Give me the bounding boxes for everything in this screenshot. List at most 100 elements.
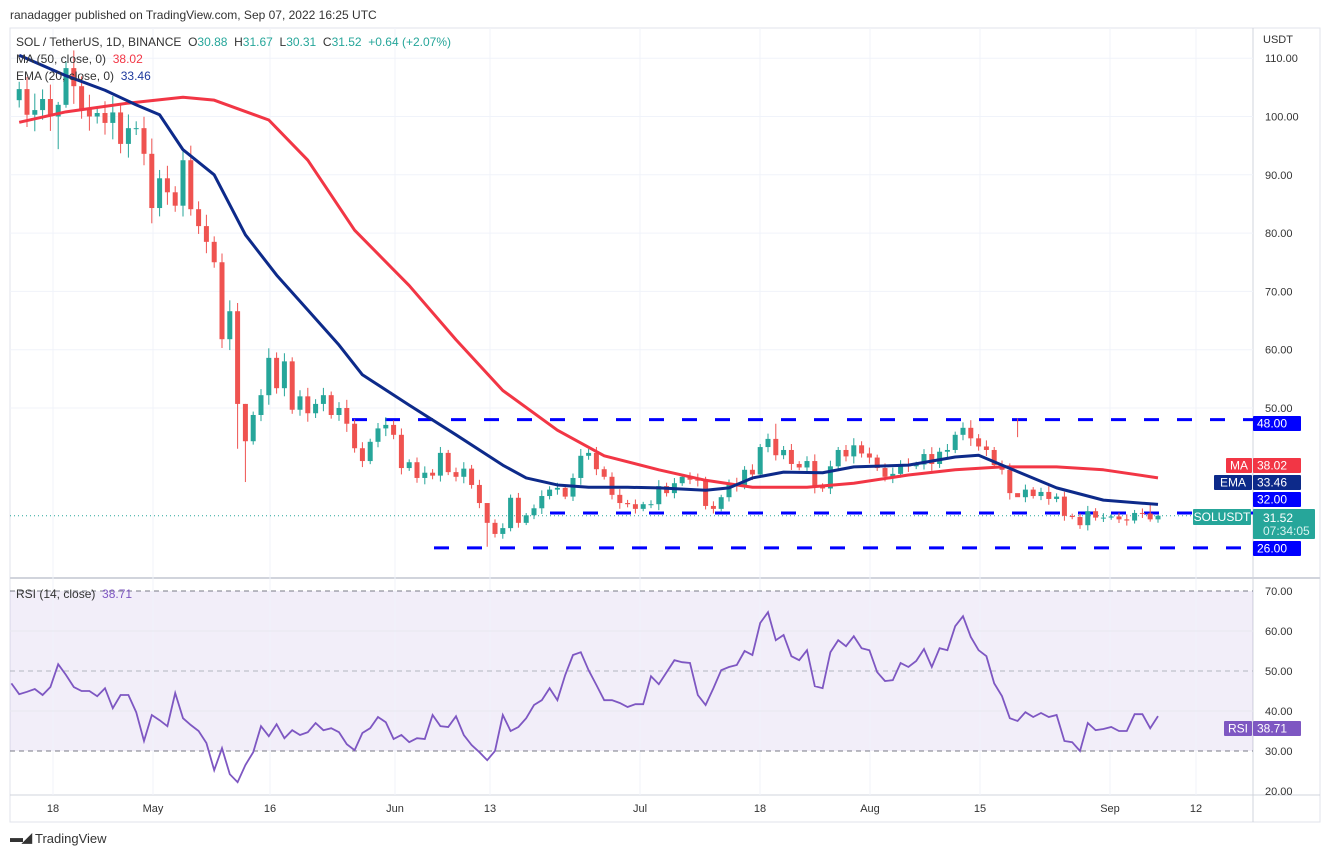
high-label: H [234,35,243,49]
candle-down [1030,489,1036,497]
candle-up [742,469,748,486]
rsi-value: 38.71 [102,587,133,601]
candle-up [32,110,38,115]
last-price: 31.52 [1263,511,1293,525]
candle-down [414,462,420,478]
candle-up [461,468,467,477]
candle-down [188,160,194,210]
candle-up [133,128,139,130]
candle-down [1124,519,1130,521]
ema-value: 33.46 [120,69,151,83]
candle-down [1046,491,1052,499]
candle-up [804,461,810,468]
candle-down [79,86,85,109]
candle-up [500,528,506,534]
candle-up [835,449,841,467]
chart-frame [9,27,1321,823]
candle-up [16,89,22,101]
ema-price-badge-bg [1253,475,1301,490]
candle-down [289,361,295,410]
symbol-name[interactable]: SOL / TetherUS, 1D, BINANCE [16,35,182,49]
ema-legend[interactable]: EMA (20, close, 0) 33.46 [16,69,151,83]
ma-legend[interactable]: MA (50, close, 0) 38.02 [16,52,143,66]
candle-up [921,454,927,465]
candle-down [593,452,599,470]
candle-down [359,448,365,462]
candle-up [281,361,287,389]
level-32-badge-bg [1253,492,1301,507]
candle-up [297,396,303,410]
ema-tag-bg [1214,475,1252,490]
candle-down [391,424,397,435]
time-tick-label: Jul [633,803,647,815]
candle-up [1054,496,1060,499]
candle-up [937,451,943,464]
time-tick-label: 15 [974,803,986,815]
candle-down [430,472,436,476]
candle-up [718,497,724,509]
candle-up [648,504,654,506]
close-value: 31.52 [331,35,362,49]
candle-up [406,462,412,469]
candle-down [1061,496,1067,516]
candle-up [952,434,958,450]
time-tick-label: 18 [47,803,59,815]
time-tick-label: 18 [754,803,766,815]
candle-down [211,241,217,263]
candle-up [40,99,46,111]
candle-up [890,473,896,477]
candle-down [164,178,170,193]
level-48-badge-bg [1253,416,1301,431]
candle-up [523,515,529,523]
tradingview-footer[interactable]: ▬◢ TradingView [10,830,107,846]
price-tick-label: 50.00 [1265,403,1293,415]
candle-down [788,449,794,464]
ma-price-badge: 38.02 [1257,459,1287,473]
symbol-tag: SOLUSDT [1194,510,1251,524]
candle-down [172,192,178,206]
candle-up [1022,489,1028,498]
ma-label: MA (50, close, 0) [16,52,107,66]
candle-down [796,463,802,468]
candle-down [305,396,311,414]
rsi-tick-label: 50.00 [1265,666,1293,678]
candle-down [352,423,358,449]
candle-up [383,424,389,429]
candle-down [1093,511,1099,518]
rsi-label: RSI (14, close) [16,587,96,601]
candle-up [898,463,904,474]
candle-up [422,472,428,478]
candle-down [492,522,498,534]
ema-tag: EMA [1220,476,1246,490]
candle-up [913,464,919,467]
candle-down [562,487,568,497]
price-tick-label: 70.00 [1265,286,1293,298]
candle-down [601,469,607,477]
ma-tag-bg [1226,458,1252,473]
rsi-tag: RSI [1228,722,1248,736]
candle-down [515,497,521,523]
rsi-tick-label: 40.00 [1265,706,1293,718]
candle-down [398,434,404,469]
candle-down [1015,493,1021,498]
ma-price-badge-bg [1253,458,1301,473]
candle-down [1069,515,1075,518]
candle-down [118,112,124,144]
close-label: C [322,35,332,49]
candle-up [554,487,560,490]
candle-up [726,483,732,498]
last-price-badge-bg [1253,509,1315,539]
candle-up [266,357,272,396]
rsi-legend[interactable]: RSI (14, close) 38.71 [16,587,132,601]
candle-up [313,403,319,414]
candle-up [1038,491,1044,497]
candle-down [242,403,248,442]
candle-up [367,441,373,462]
candle-down [632,504,638,509]
candle-up [1132,512,1138,521]
candle-up [531,508,537,516]
level-26-badge: 26.00 [1257,542,1287,556]
rsi-tag-bg [1224,721,1252,736]
ema-label: EMA (20, close, 0) [16,69,115,83]
